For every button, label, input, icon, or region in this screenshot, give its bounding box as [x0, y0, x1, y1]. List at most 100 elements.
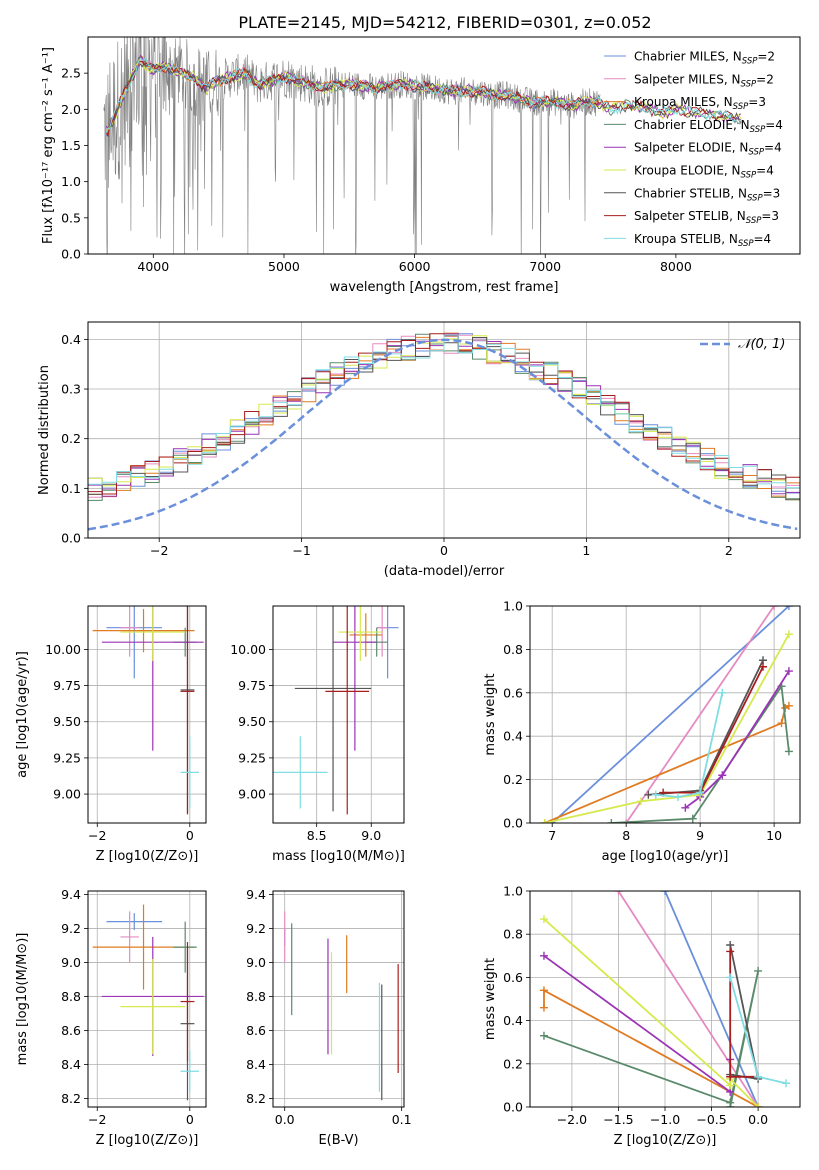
y-tick-label: 9.75	[238, 678, 266, 693]
plot-area	[539, 891, 791, 1107]
plot-area	[540, 606, 793, 823]
spectrum-legend: Chabrier MILES, NSSP=2 Salpeter MILES, NS…	[604, 50, 783, 249]
model-line-kroupa-elodie	[105, 58, 742, 132]
x-tick-label: 2	[725, 543, 733, 558]
weight-marker	[718, 771, 727, 780]
y-axis-label: Flux [fλ10⁻¹⁷ erg cm⁻² s⁻¹ A⁻¹]	[41, 47, 56, 244]
legend-label: Chabrier STELIB, NSSP=3	[634, 186, 780, 203]
legend-label: Kroupa MILES, NSSP=3	[634, 95, 766, 112]
y-axis-label: mass weight	[483, 673, 498, 755]
x-axis-label: age [log10(age/yr)]	[602, 849, 729, 864]
y-tick-label: 0.2	[503, 1056, 523, 1071]
weight-line-chabrier-stelib	[648, 659, 764, 796]
y-tick-label: 9.0	[246, 955, 266, 970]
y-axis-label: Normed distribution	[37, 365, 52, 495]
weight-marker	[754, 966, 763, 975]
weight-marker	[539, 1031, 548, 1040]
weight-marker	[539, 915, 548, 924]
x-axis-label: E(B-V)	[318, 1133, 358, 1148]
axes-frame	[529, 890, 801, 1108]
y-tick-label: 9.2	[246, 921, 266, 936]
x-tick-label: 4000	[137, 259, 169, 274]
x-tick-label: 0	[186, 828, 194, 843]
y-tick-label: 0.2	[503, 772, 523, 787]
y-tick-label: 0.4	[503, 1013, 523, 1028]
y-tick-label: 2.5	[61, 66, 81, 81]
y-tick-label: 0.0	[503, 1100, 523, 1115]
x-axis-label: Z [log10(Z/Z⊙)]	[614, 1133, 717, 1148]
x-axis-label: Z [log10(Z/Z⊙)]	[96, 849, 199, 864]
x-tick-label: 1	[582, 543, 590, 558]
model-line-kroupa-stelib	[105, 57, 742, 133]
data-spectrum-line	[103, 37, 601, 254]
weight-line-salpeter-stelib	[663, 666, 764, 794]
legend-label: Salpeter ELODIE, NSSP=4	[634, 141, 782, 158]
axes-frame	[272, 605, 405, 824]
weight-line-salpeter-elodie	[684, 670, 790, 809]
y-tick-label: 8.8	[246, 989, 266, 1004]
weight-marker	[726, 947, 735, 956]
axes-frame	[87, 605, 207, 824]
weight-marker	[726, 1103, 735, 1107]
y-tick-label: 9.50	[238, 714, 266, 729]
y-tick-label: 8.2	[61, 1091, 81, 1106]
y-tick-label: 0.8	[503, 927, 523, 942]
y-tick-label: 9.2	[61, 921, 81, 936]
normal-curve	[88, 338, 798, 531]
y-tick-label: 0.0	[61, 247, 81, 262]
x-axis-label: Z [log10(Z/Z⊙)]	[96, 1133, 199, 1148]
weight-line-salpeter-miles	[617, 891, 759, 1107]
plot-area	[273, 606, 399, 815]
y-tick-label: 0.4	[503, 729, 523, 744]
y-tick-label: 8.4	[246, 1057, 266, 1072]
y-tick-label: 8.8	[61, 989, 81, 1004]
y-tick-label: 0.4	[61, 332, 81, 347]
weight-marker	[636, 797, 645, 806]
y-tick-label: 1.0	[61, 174, 81, 189]
x-tick-label: −1.5	[603, 1112, 633, 1127]
weight-line-kroupa-miles	[544, 705, 790, 823]
y-tick-label: 0.2	[61, 431, 81, 446]
weight-marker	[622, 819, 631, 823]
y-tick-label: 9.4	[246, 887, 266, 902]
weight-marker	[784, 747, 793, 756]
plot-area	[88, 332, 800, 531]
x-tick-label: 8.5	[307, 828, 327, 843]
axes-frame	[87, 36, 801, 255]
y-tick-label: 10.00	[230, 642, 266, 657]
panel-age-vs-Z: −2 0 9.00 9.25 9.50 9.75 10.00 Z [log10(Z/Z⊙)] a…	[15, 605, 207, 864]
x-tick-label: 7	[548, 828, 556, 843]
y-tick-label: 9.4	[61, 887, 81, 902]
panel-weight-vs-age: 7 8 9 10 0.0 0.2 0.4 0.6 0.8 1.0 age [log10(age/yr…	[483, 599, 801, 864]
legend-label: Chabrier ELODIE, NSSP=4	[634, 118, 783, 135]
x-tick-label: 0.1	[392, 1112, 412, 1127]
weight-line-salpeter-miles	[625, 606, 775, 823]
y-tick-label: 10.00	[45, 642, 81, 657]
weight-marker	[539, 986, 548, 995]
panel-age-vs-mass: 8.5 9.0 9.00 9.25 9.50 9.75 10.00 mass [log10(M…	[230, 605, 405, 864]
x-tick-label: 8000	[660, 259, 692, 274]
x-tick-label: 9	[696, 828, 704, 843]
weight-marker	[607, 819, 616, 823]
axes-frame	[87, 321, 801, 539]
weight-marker	[784, 667, 793, 676]
weight-marker	[784, 701, 793, 710]
axes-frame	[87, 890, 207, 1108]
y-tick-label: 9.25	[238, 750, 266, 765]
x-tick-label: −0.5	[696, 1112, 726, 1127]
x-tick-label: 8	[622, 828, 630, 843]
weight-line-kroupa-stelib	[655, 692, 724, 798]
histogram-kroupa-stelib	[88, 334, 800, 489]
y-axis-label: mass [log10(M/M⊙)]	[15, 933, 30, 1066]
legend-label: Chabrier MILES, NSSP=2	[634, 50, 775, 67]
x-tick-label: −2	[88, 828, 106, 843]
x-tick-label: −2	[150, 543, 168, 558]
plot-area	[92, 606, 204, 815]
weight-marker	[784, 630, 793, 639]
x-tick-label: 0	[186, 1112, 194, 1127]
panel-mass-vs-Z: −2 0 8.2 8.4 8.6 8.8 9.0 9.2 9.4 Z [log10(Z/Z⊙)] m…	[15, 887, 207, 1148]
x-tick-label: 7000	[529, 259, 561, 274]
y-tick-label: 9.0	[61, 955, 81, 970]
weight-line-chabrier-miles	[664, 891, 759, 1107]
plot-area	[103, 37, 742, 254]
